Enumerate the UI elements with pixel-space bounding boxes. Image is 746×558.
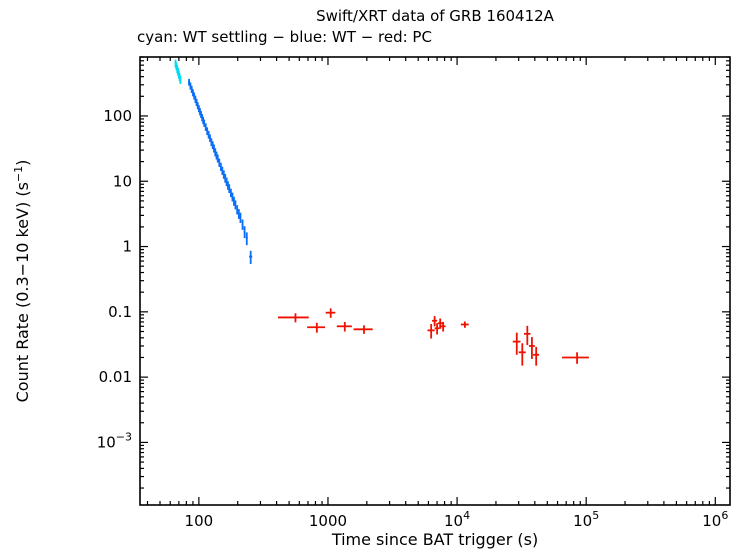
y-tick-label: 10 xyxy=(113,172,132,190)
x-tick-label: 105 xyxy=(573,509,599,530)
plot-frame xyxy=(139,56,731,506)
x-tick-label: 100 xyxy=(185,512,214,530)
y-tick-label: 1 xyxy=(122,238,132,256)
chart-title: Swift/XRT data of GRB 160412A xyxy=(316,7,554,25)
y-tick-label: 0.1 xyxy=(108,303,132,321)
x-tick-label: 104 xyxy=(444,509,470,530)
chart-legend-subtitle: cyan: WT settling − blue: WT − red: PC xyxy=(137,28,432,46)
x-tick-label: 106 xyxy=(702,509,728,530)
y-tick-label: 10−3 xyxy=(97,430,132,451)
x-tick-label: 1000 xyxy=(309,512,347,530)
x-axis-label: Time since BAT trigger (s) xyxy=(331,530,539,549)
y-tick-label: 100 xyxy=(103,107,132,125)
y-tick-label: 0.01 xyxy=(99,368,132,386)
